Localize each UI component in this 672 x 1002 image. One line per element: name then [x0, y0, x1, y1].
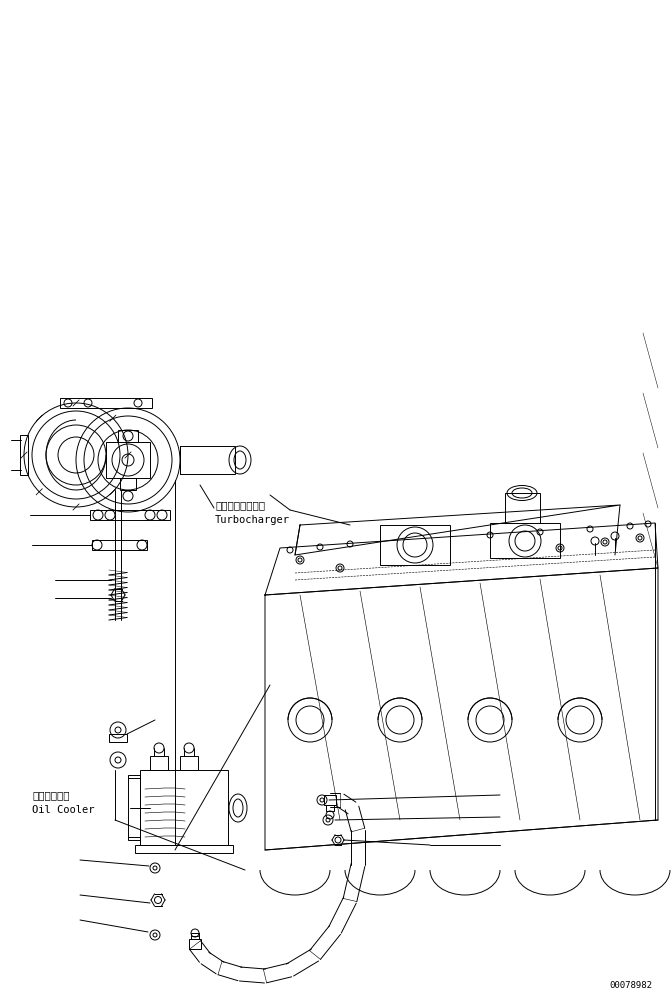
- Bar: [180, 446, 235, 474]
- Bar: [90, 510, 170, 520]
- Bar: [60, 398, 152, 408]
- Bar: [180, 756, 198, 770]
- Bar: [326, 805, 334, 811]
- Bar: [140, 770, 228, 845]
- Text: ターボチャージャ: ターボチャージャ: [215, 500, 265, 510]
- Bar: [135, 845, 233, 853]
- Bar: [490, 523, 560, 558]
- Bar: [92, 540, 147, 550]
- Bar: [20, 435, 28, 475]
- Bar: [380, 525, 450, 565]
- Bar: [120, 478, 136, 490]
- Bar: [109, 734, 127, 742]
- Bar: [189, 939, 201, 949]
- Text: Oil Cooler: Oil Cooler: [32, 805, 95, 815]
- Text: 00078982: 00078982: [609, 981, 652, 990]
- Bar: [106, 442, 150, 478]
- Bar: [324, 795, 336, 805]
- Text: オイルクーラ: オイルクーラ: [32, 790, 69, 800]
- Bar: [150, 756, 168, 770]
- Bar: [505, 493, 540, 523]
- Bar: [118, 430, 138, 442]
- Bar: [191, 933, 199, 939]
- Bar: [128, 775, 140, 840]
- Text: Turbocharger: Turbocharger: [215, 515, 290, 525]
